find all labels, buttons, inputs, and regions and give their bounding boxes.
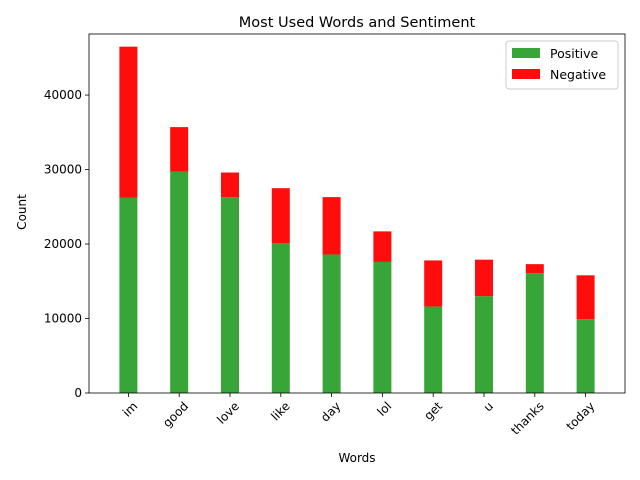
legend: Positive Negative: [505, 40, 619, 90]
bar-negative-today: [576, 275, 595, 320]
axes-frame: [88, 33, 626, 394]
bar-negative-day: [322, 197, 341, 255]
x-tick-label-good: good: [160, 399, 191, 430]
bar-positive-get: [424, 306, 443, 393]
y-tick-label-30000: 30000: [44, 163, 82, 177]
x-tick-label-u: u: [481, 399, 496, 414]
plot-area: im good love like day lol get u thanks today 0 1000…: [44, 33, 626, 438]
bar-positive-love: [221, 197, 239, 393]
y-tick-label-0: 0: [74, 386, 82, 400]
x-tick-label-day: day: [318, 399, 344, 425]
x-tick-label-lol: lol: [375, 399, 395, 419]
x-tick-label-today: today: [564, 399, 598, 433]
x-tick-label-thanks: thanks: [508, 399, 547, 438]
y-tick-label-40000: 40000: [44, 88, 82, 102]
x-tick-label-get: get: [421, 399, 445, 423]
bar-negative-im: [119, 46, 138, 198]
x-axis-label: Words: [338, 451, 375, 465]
x-tick-label-love: love: [214, 399, 242, 427]
bar-negative-lol: [373, 231, 392, 262]
legend-label-negative: Negative: [550, 67, 606, 82]
x-tick-label-like: like: [268, 399, 292, 423]
bar-negative-love: [221, 172, 239, 198]
bar-positive-im: [119, 197, 138, 393]
bar-negative-good: [170, 127, 189, 172]
bar-positive-like: [271, 243, 290, 393]
chart-title: Most Used Words and Sentiment: [239, 15, 476, 31]
bar-positive-u: [475, 296, 493, 393]
bar-negative-u: [475, 259, 493, 297]
y-tick-label-20000: 20000: [44, 237, 82, 251]
legend-label-positive: Positive: [550, 46, 598, 61]
bar-positive-good: [170, 171, 189, 393]
y-tick-label-10000: 10000: [44, 312, 82, 326]
x-tick-label-im: im: [120, 399, 141, 420]
bar-positive-day: [322, 254, 341, 393]
bar-positive-thanks: [525, 273, 544, 393]
y-axis-label: Count: [15, 194, 29, 230]
bar-positive-lol: [373, 261, 392, 393]
bar-negative-get: [424, 260, 443, 307]
bar-positive-today: [576, 319, 595, 393]
legend-swatch-negative: [512, 69, 540, 79]
bar-negative-like: [271, 188, 290, 244]
bar-negative-thanks: [525, 264, 544, 274]
legend-swatch-positive: [512, 48, 540, 58]
